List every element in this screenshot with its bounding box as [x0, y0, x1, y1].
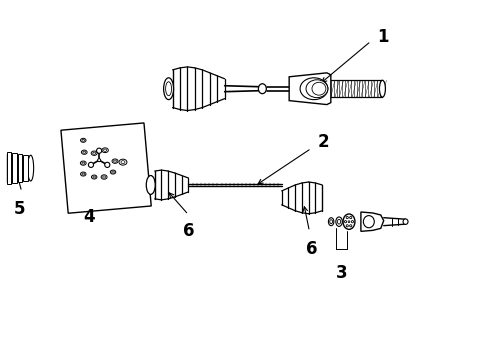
- Ellipse shape: [336, 217, 343, 226]
- Ellipse shape: [351, 221, 354, 223]
- Ellipse shape: [330, 220, 333, 224]
- Ellipse shape: [346, 225, 348, 227]
- Ellipse shape: [328, 218, 334, 226]
- Ellipse shape: [114, 160, 117, 162]
- Polygon shape: [289, 73, 331, 105]
- Ellipse shape: [82, 173, 85, 175]
- Ellipse shape: [312, 82, 326, 95]
- Ellipse shape: [112, 171, 114, 173]
- Ellipse shape: [103, 149, 107, 151]
- FancyBboxPatch shape: [7, 152, 11, 184]
- Ellipse shape: [80, 161, 86, 165]
- Ellipse shape: [81, 150, 87, 154]
- FancyBboxPatch shape: [18, 154, 22, 182]
- Ellipse shape: [80, 172, 86, 176]
- Text: 1: 1: [377, 28, 389, 46]
- Text: 2: 2: [318, 133, 329, 151]
- Ellipse shape: [98, 159, 100, 162]
- Ellipse shape: [83, 151, 86, 153]
- Ellipse shape: [28, 155, 34, 181]
- Ellipse shape: [91, 151, 97, 156]
- Ellipse shape: [258, 84, 267, 94]
- Ellipse shape: [379, 80, 386, 97]
- Ellipse shape: [119, 159, 127, 165]
- Ellipse shape: [80, 138, 86, 142]
- FancyBboxPatch shape: [12, 153, 17, 183]
- Ellipse shape: [350, 225, 352, 227]
- Ellipse shape: [306, 80, 328, 98]
- Text: 6: 6: [306, 239, 317, 257]
- Ellipse shape: [112, 159, 118, 163]
- Ellipse shape: [166, 82, 171, 96]
- Ellipse shape: [97, 148, 102, 153]
- Ellipse shape: [93, 176, 96, 178]
- Ellipse shape: [403, 219, 408, 224]
- Ellipse shape: [92, 175, 97, 179]
- Ellipse shape: [93, 152, 96, 154]
- Ellipse shape: [103, 176, 105, 178]
- Ellipse shape: [147, 176, 155, 194]
- Text: 4: 4: [83, 208, 95, 226]
- Ellipse shape: [88, 162, 94, 167]
- Ellipse shape: [300, 78, 328, 100]
- Ellipse shape: [105, 162, 110, 167]
- Ellipse shape: [121, 161, 125, 164]
- Ellipse shape: [338, 219, 341, 224]
- Ellipse shape: [348, 221, 350, 222]
- Ellipse shape: [364, 216, 374, 228]
- Ellipse shape: [350, 216, 352, 219]
- Polygon shape: [61, 123, 151, 213]
- Text: 3: 3: [336, 264, 347, 282]
- Ellipse shape: [164, 78, 173, 100]
- FancyBboxPatch shape: [23, 155, 28, 181]
- Ellipse shape: [343, 214, 355, 229]
- Ellipse shape: [102, 148, 108, 153]
- Ellipse shape: [82, 162, 85, 164]
- Ellipse shape: [346, 216, 348, 219]
- Text: 5: 5: [14, 200, 25, 218]
- Text: 6: 6: [183, 222, 194, 240]
- Ellipse shape: [101, 175, 107, 179]
- Ellipse shape: [110, 170, 116, 174]
- Ellipse shape: [344, 221, 346, 223]
- Ellipse shape: [82, 139, 85, 141]
- Polygon shape: [361, 212, 384, 231]
